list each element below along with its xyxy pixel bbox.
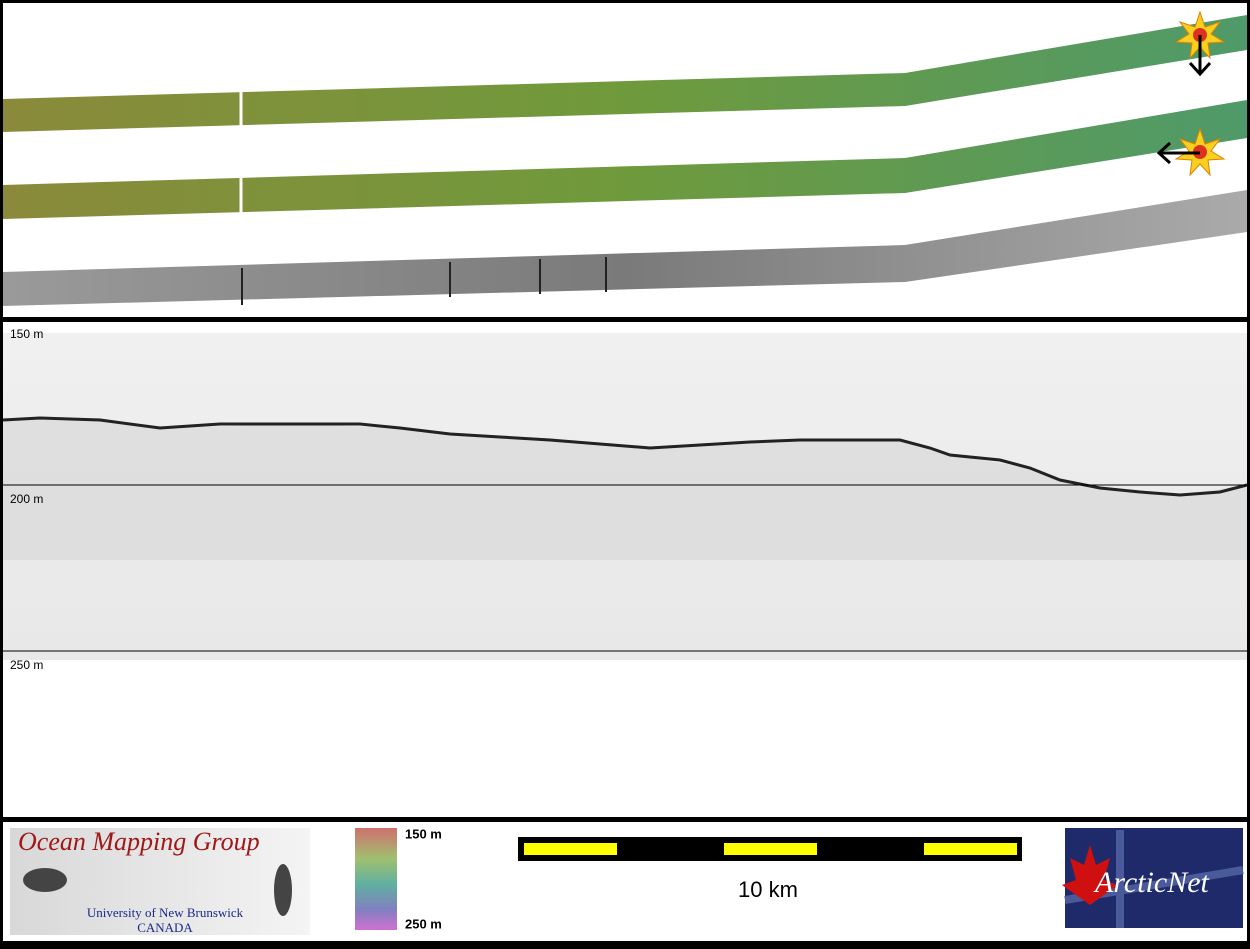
colorbar-label: 150 m (405, 826, 442, 841)
subsurface (3, 418, 1247, 560)
backscatter-seams (241, 257, 607, 305)
bathymetry-swath (3, 100, 1247, 219)
colorbar (355, 828, 397, 930)
depth-label: 250 m (10, 658, 43, 672)
backscatter-swath (3, 190, 1247, 306)
position-marker (1174, 10, 1226, 77)
position-marker (1156, 127, 1226, 177)
logo-university: University of New Brunswick (87, 905, 244, 920)
logo-graphic (274, 864, 292, 916)
depth-label: 150 m (10, 327, 43, 341)
bathymetry-swath (3, 15, 1247, 132)
scale-segment (724, 843, 817, 855)
maple-leaf (1062, 845, 1118, 905)
depth-label: 200 m (10, 492, 43, 506)
logo-graphic (23, 868, 67, 892)
scale-segment (524, 843, 617, 855)
logo-title: Ocean Mapping Group (18, 827, 260, 856)
logo-text: ArcticNet (1093, 866, 1210, 899)
scale-segment (924, 843, 1017, 855)
colorbar-label: 250 m (405, 916, 442, 931)
scale-label: 10 km (738, 877, 798, 902)
logo-country: CANADA (137, 920, 193, 935)
